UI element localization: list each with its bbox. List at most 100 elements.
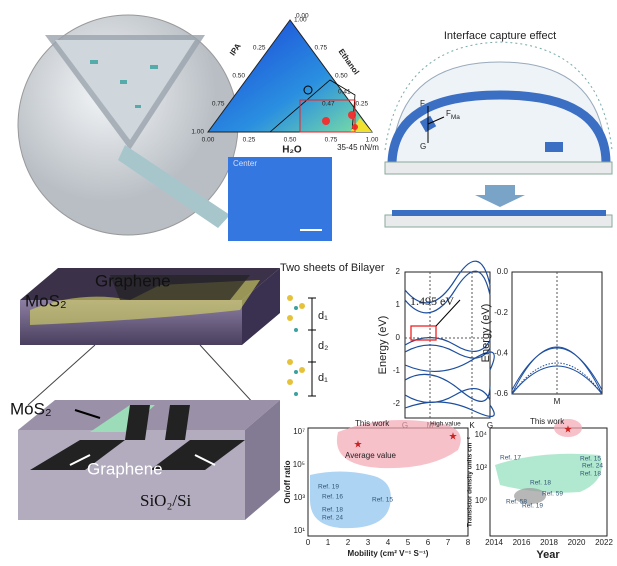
funnel-illustration-shape bbox=[150, 65, 158, 69]
funnel-illustration-shape bbox=[135, 105, 141, 108]
interface-illustration-shape bbox=[475, 185, 525, 207]
bilayer-structure-shape-shape bbox=[287, 359, 293, 365]
tick-label: -1 bbox=[393, 366, 401, 375]
axis-label: Mobility (cm² V⁻¹ S⁻¹) bbox=[348, 549, 429, 558]
tick-label: 2018 bbox=[540, 538, 558, 547]
device-illustration-shape bbox=[74, 409, 101, 419]
tick-label: 10³ bbox=[293, 493, 305, 502]
device-illustration-shape bbox=[194, 454, 216, 466]
band-structure bbox=[404, 260, 495, 419]
force-label: FMa bbox=[446, 109, 460, 121]
ref-label: Ref. 15 bbox=[372, 497, 393, 504]
band-zoom bbox=[511, 271, 603, 395]
tick-label: 1.00 bbox=[294, 17, 307, 24]
tick-label: 2022 bbox=[595, 538, 613, 547]
tick-label: 0 bbox=[396, 333, 401, 342]
device-label: MoS₂ bbox=[25, 291, 67, 310]
ternary-diagram-shape bbox=[207, 19, 373, 133]
density-chart-shape bbox=[514, 488, 546, 504]
interface-illustration-shape bbox=[391, 61, 607, 163]
band-zoom-shape-shape bbox=[511, 346, 603, 395]
band-structure-shape-shape bbox=[404, 344, 491, 359]
tick-label: 1 bbox=[326, 538, 331, 547]
funnel-illustration-shape bbox=[118, 145, 230, 228]
annotation: This work bbox=[355, 419, 390, 428]
axis-label: Energy (eV) bbox=[377, 316, 389, 375]
onoff-chart: ★ ★ bbox=[307, 419, 469, 537]
tick-label: 0.00 bbox=[202, 137, 215, 144]
annotation: High value bbox=[430, 421, 461, 428]
interface-illustration-shape bbox=[384, 41, 613, 151]
device-illustration-shape bbox=[18, 400, 280, 430]
micrograph: Center bbox=[228, 157, 332, 241]
ref-label: Ref. 18 bbox=[530, 480, 551, 487]
tick-label: 2 bbox=[346, 538, 351, 547]
tick-label: 5 bbox=[406, 538, 411, 547]
funnel-illustration-shape bbox=[55, 40, 195, 140]
tick-label: 0.75 bbox=[325, 137, 338, 144]
figure-shape: 210-1-2GMKGEnergy (eV)1.495 eV0.0-0.2-0.… bbox=[377, 267, 561, 430]
tick-label: -2 bbox=[393, 399, 401, 408]
band-zoom-shape-shape bbox=[511, 347, 603, 391]
funnel-illustration-shape bbox=[90, 60, 98, 64]
tick-label: 2020 bbox=[568, 538, 586, 547]
tick-label: 10⁰ bbox=[475, 496, 487, 505]
interface-illustration-shape bbox=[427, 116, 445, 125]
device-illustration-shape bbox=[110, 275, 250, 300]
device-illustration-shape bbox=[125, 405, 150, 440]
micrograph-shape bbox=[228, 157, 332, 241]
axis-label: IPA bbox=[228, 42, 243, 58]
annotation: Average value bbox=[345, 451, 397, 460]
interface-illustration-shape bbox=[387, 90, 611, 163]
tick-label: 0.00 bbox=[296, 13, 309, 20]
tick-label: -0.4 bbox=[494, 349, 508, 358]
device-illustration-shape bbox=[150, 440, 245, 470]
bilayer-structure-shape-shape bbox=[294, 392, 298, 396]
tick-label: 0 bbox=[306, 538, 311, 547]
ref-label: Ref. 17 bbox=[500, 455, 521, 462]
micrograph-label: Center bbox=[233, 159, 257, 168]
spacing-label: d₁ bbox=[318, 372, 328, 384]
bilayer-structure-shape bbox=[287, 295, 305, 385]
bilayer-structure-shape-shape bbox=[299, 303, 305, 309]
ref-label: Ref. 19 bbox=[318, 484, 339, 491]
tick-label: 10⁴ bbox=[475, 430, 488, 439]
tick-label: 10¹ bbox=[293, 526, 305, 535]
tick-label: 0.50 bbox=[232, 73, 245, 80]
ternary-diagram-shape bbox=[299, 99, 356, 133]
density-chart: ★ bbox=[489, 419, 608, 537]
bilayer-structure-shape-shape bbox=[294, 328, 298, 332]
ternary-diagram-shape bbox=[303, 85, 313, 95]
band-structure-shape-shape bbox=[404, 351, 495, 373]
ref-label: Ref. 16 bbox=[322, 494, 343, 501]
tick-label: 0.75 bbox=[315, 45, 328, 52]
band-structure-shape bbox=[435, 299, 461, 327]
tick-label: 4 bbox=[386, 538, 391, 547]
tick-label: 0.50 bbox=[284, 137, 297, 144]
density-chart-shape bbox=[495, 453, 602, 493]
ref-label: Ref. 24 bbox=[582, 463, 603, 470]
micrograph-shape bbox=[228, 157, 332, 241]
band-structure-shape-shape bbox=[404, 260, 491, 304]
force-subscript: Ma bbox=[451, 114, 460, 121]
device-label: MoS₂ bbox=[10, 399, 52, 418]
device-illustration-shape bbox=[165, 405, 190, 440]
tick-label: 1.00 bbox=[191, 129, 204, 136]
interface-illustration-shape bbox=[384, 161, 613, 175]
interface-title: Interface capture effect bbox=[444, 30, 556, 42]
tick-label: 0.25 bbox=[243, 137, 256, 144]
tick-label: K bbox=[469, 421, 475, 430]
tick-label: -0.2 bbox=[494, 308, 508, 317]
band-structure-shape bbox=[404, 260, 495, 417]
bilayer-title: Two sheets of Bilayer bbox=[280, 262, 385, 274]
tick-label: 1.00 bbox=[366, 137, 379, 144]
ternary-diagram bbox=[207, 19, 373, 133]
onoff-chart-shape bbox=[336, 419, 461, 469]
ref-label: Ref. 18 bbox=[322, 507, 343, 514]
tick-label: 6 bbox=[426, 538, 431, 547]
axis-label: On/off ratio bbox=[283, 460, 292, 503]
device-illustration-shape bbox=[27, 344, 96, 406]
range-label: 35-45 nN/m bbox=[337, 143, 379, 152]
band-structure-shape-shape bbox=[404, 336, 491, 352]
